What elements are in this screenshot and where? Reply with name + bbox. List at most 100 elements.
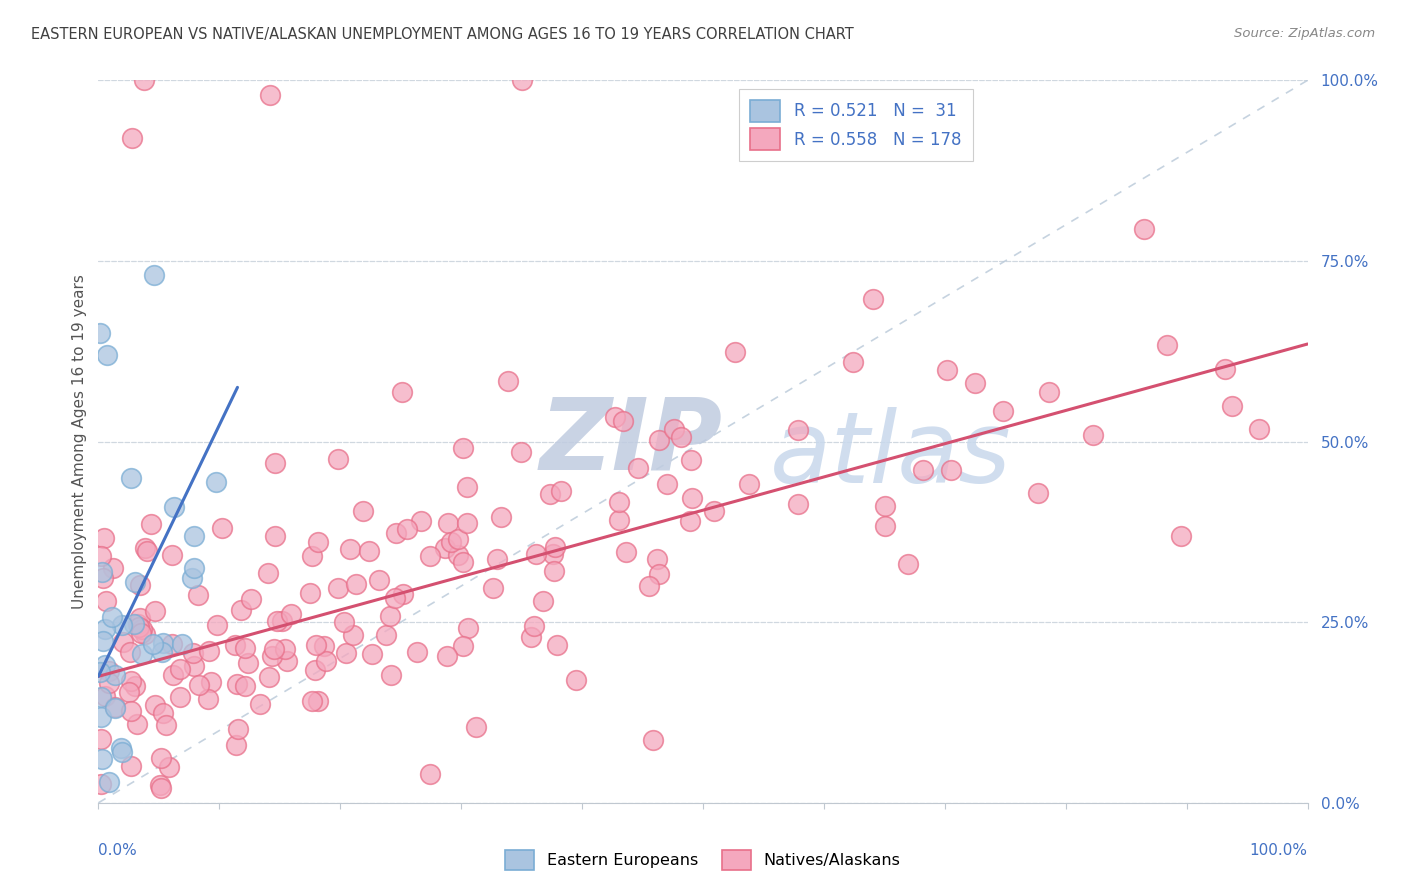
Point (233, 640, 256, 655)
Point (1132, 221, 1154, 235)
Point (111, 634, 134, 648)
Point (446, 548, 468, 562)
Point (125, 717, 148, 731)
Point (89, 665, 111, 679)
Point (162, 668, 184, 682)
Point (121, 131, 143, 145)
Point (197, 692, 219, 706)
Point (160, 637, 183, 651)
Point (897, 557, 920, 571)
Point (543, 564, 565, 578)
Point (1038, 384, 1060, 399)
Point (263, 456, 285, 470)
Point (131, 622, 153, 636)
Point (142, 637, 165, 651)
Point (451, 441, 474, 455)
Point (862, 292, 884, 306)
Point (451, 555, 474, 569)
Point (315, 654, 337, 668)
Point (266, 614, 288, 628)
Point (90, 731, 112, 746)
Point (183, 658, 205, 673)
Point (1026, 486, 1049, 500)
Point (104, 700, 127, 714)
Point (111, 617, 134, 632)
Point (259, 87, 281, 102)
Point (249, 697, 271, 711)
Point (614, 545, 637, 559)
Point (136, 544, 159, 558)
Point (301, 693, 323, 707)
Point (101, 561, 124, 575)
Point (657, 477, 679, 491)
Point (200, 675, 222, 690)
Point (129, 625, 152, 640)
Point (157, 760, 180, 774)
Point (169, 663, 191, 677)
Point (384, 591, 406, 606)
Point (152, 706, 174, 720)
Point (607, 513, 630, 527)
Point (239, 591, 262, 606)
Point (544, 540, 567, 554)
Point (786, 423, 808, 437)
Point (134, 541, 156, 555)
Point (263, 529, 285, 543)
Point (523, 619, 546, 633)
Point (183, 561, 205, 575)
Point (211, 521, 233, 535)
Point (564, 673, 586, 688)
Point (181, 646, 204, 660)
Point (120, 470, 142, 484)
Point (274, 641, 297, 656)
Point (280, 607, 302, 622)
Point (226, 723, 249, 737)
Point (93, 531, 115, 545)
Point (117, 684, 139, 698)
Point (270, 614, 292, 628)
Point (436, 516, 458, 531)
Point (226, 676, 249, 690)
Point (605, 409, 627, 424)
Point (419, 767, 441, 781)
Point (225, 738, 247, 752)
Point (197, 644, 219, 658)
Point (94, 594, 117, 608)
Point (124, 575, 146, 590)
Point (489, 510, 512, 524)
Point (90, 690, 112, 704)
Text: 100.0%: 100.0% (1250, 843, 1308, 857)
Point (991, 404, 1014, 418)
Point (98, 664, 121, 678)
Point (127, 617, 149, 632)
Point (546, 638, 568, 652)
Point (453, 639, 475, 653)
Point (132, 73, 155, 87)
Point (91, 634, 114, 648)
Point (326, 452, 349, 467)
Point (91, 570, 114, 584)
Point (128, 620, 150, 634)
Point (120, 704, 142, 718)
Point (101, 610, 124, 624)
Point (385, 526, 408, 541)
Point (941, 463, 963, 477)
Point (93, 689, 115, 703)
Text: Source: ZipAtlas.com: Source: ZipAtlas.com (1234, 27, 1375, 40)
Point (236, 656, 259, 670)
Point (648, 433, 671, 447)
Point (342, 627, 364, 641)
Point (375, 628, 398, 642)
Text: EASTERN EUROPEAN VS NATIVE/ALASKAN UNEMPLOYMENT AMONG AGES 16 TO 19 YEARS CORREL: EASTERN EUROPEAN VS NATIVE/ALASKAN UNEMP… (31, 27, 853, 42)
Point (143, 698, 166, 712)
Point (131, 647, 153, 661)
Point (307, 694, 329, 708)
Legend: R = 0.521   N =  31, R = 0.558   N = 178: R = 0.521 N = 31, R = 0.558 N = 178 (738, 88, 973, 161)
Point (152, 636, 174, 650)
Point (98, 676, 121, 690)
Point (411, 514, 433, 528)
Point (149, 778, 172, 792)
Point (419, 549, 441, 564)
Point (842, 355, 865, 369)
Point (104, 667, 127, 681)
